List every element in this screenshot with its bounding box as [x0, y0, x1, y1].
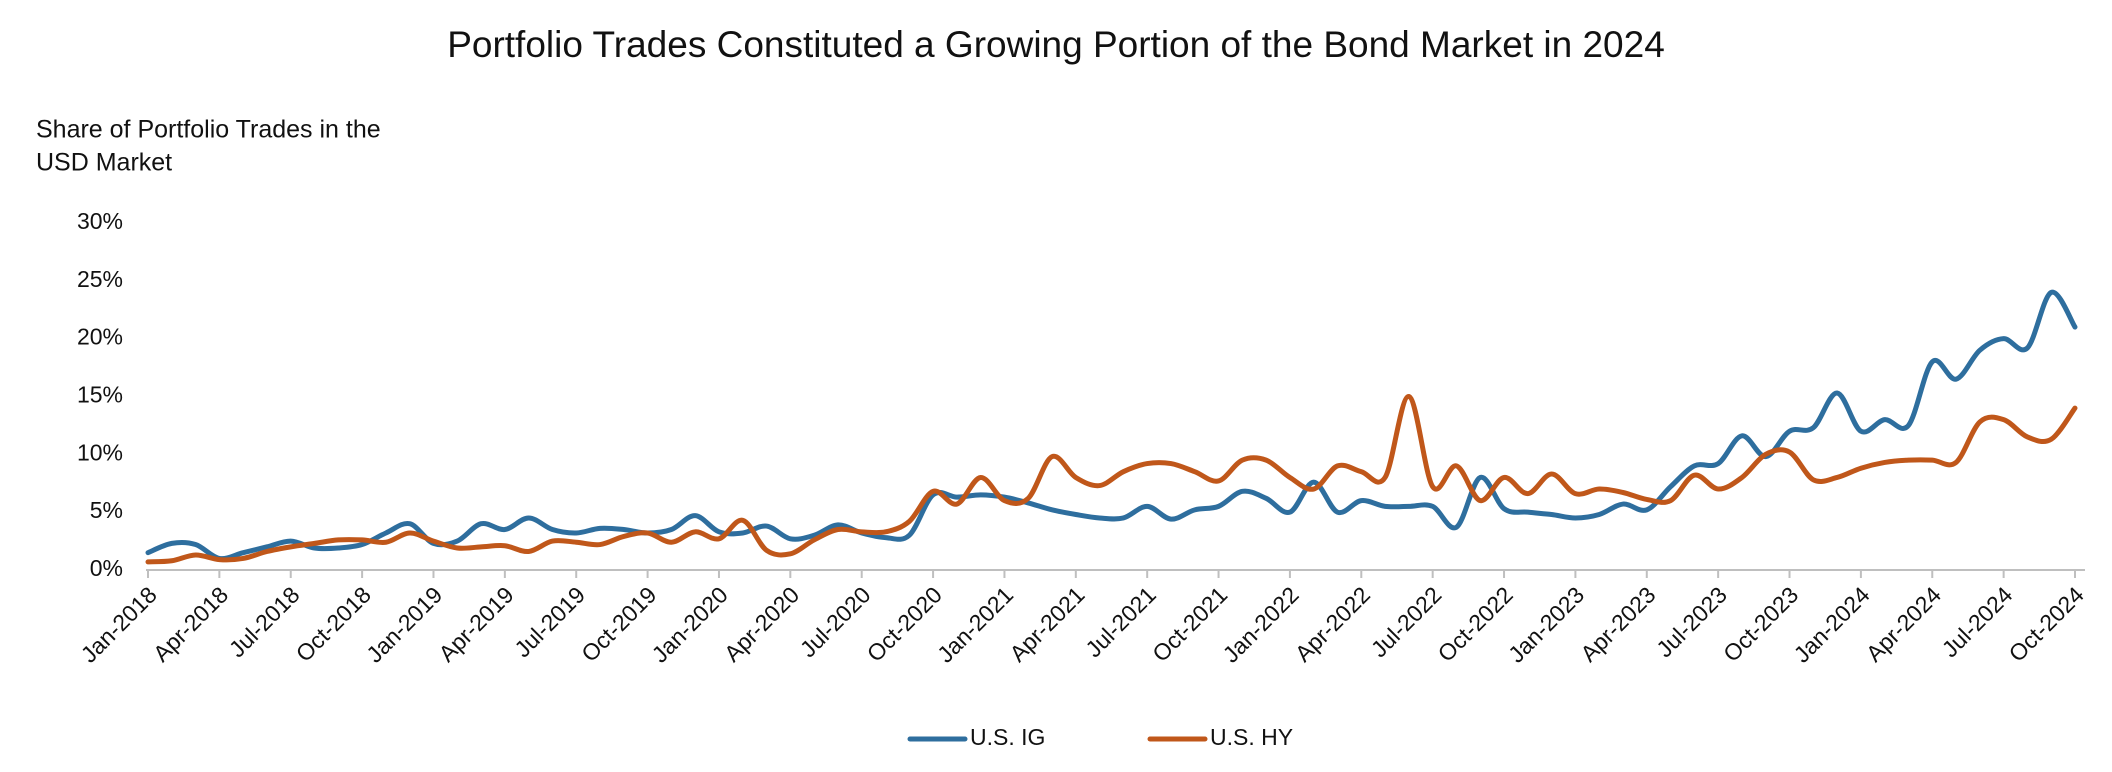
x-tick-label: Jan-2021 [932, 581, 1018, 667]
x-tick-label: Oct-2020 [862, 581, 947, 666]
x-tick-label: Apr-2018 [148, 581, 233, 666]
chart-title: Portfolio Trades Constituted a Growing P… [447, 24, 1665, 65]
x-tick-label: Apr-2021 [1004, 581, 1089, 666]
y-axis-title: Share of Portfolio Trades in the [36, 116, 381, 144]
y-tick-label: 10% [77, 439, 123, 465]
x-tick-label: Oct-2021 [1147, 581, 1232, 666]
x-tick-label: Apr-2024 [1861, 581, 1946, 666]
x-tick-label: Apr-2020 [719, 581, 804, 666]
x-tick-label: Jan-2018 [76, 581, 162, 667]
x-tick-label: Apr-2019 [433, 581, 518, 666]
y-tick-label: 15% [77, 382, 123, 408]
x-tick-label: Oct-2019 [576, 581, 661, 666]
y-tick-label: 5% [90, 497, 123, 523]
x-tick-label: Oct-2024 [2004, 581, 2089, 666]
y-tick-label: 30% [77, 208, 123, 234]
x-tick-label: Jan-2024 [1789, 581, 1875, 667]
x-tick-label: Jan-2019 [361, 581, 447, 667]
y-tick-label: 0% [90, 555, 123, 581]
x-tick-label: Oct-2023 [1718, 581, 1803, 666]
series-line [145, 289, 2078, 562]
x-tick-label: Oct-2018 [291, 581, 376, 666]
legend-label: U.S. IG [970, 724, 1045, 750]
x-tick-label: Apr-2023 [1575, 581, 1660, 666]
x-tick-label: Jan-2023 [1503, 581, 1589, 667]
x-tick-label: Jan-2020 [647, 581, 733, 667]
y-axis-title: USD Market [36, 149, 172, 177]
x-tick-label: Oct-2022 [1433, 581, 1518, 666]
x-tick-label: Jan-2022 [1218, 581, 1304, 667]
x-tick-label: Apr-2022 [1290, 581, 1375, 666]
y-tick-label: 20% [77, 324, 123, 350]
series-line [145, 393, 2078, 565]
legend-label: U.S. HY [1210, 724, 1293, 750]
y-tick-label: 25% [77, 266, 123, 292]
